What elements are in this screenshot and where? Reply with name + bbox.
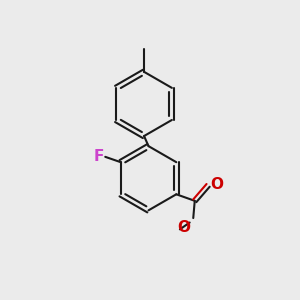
Text: O: O [210,177,223,192]
Text: O: O [177,220,190,236]
Text: F: F [93,149,104,164]
